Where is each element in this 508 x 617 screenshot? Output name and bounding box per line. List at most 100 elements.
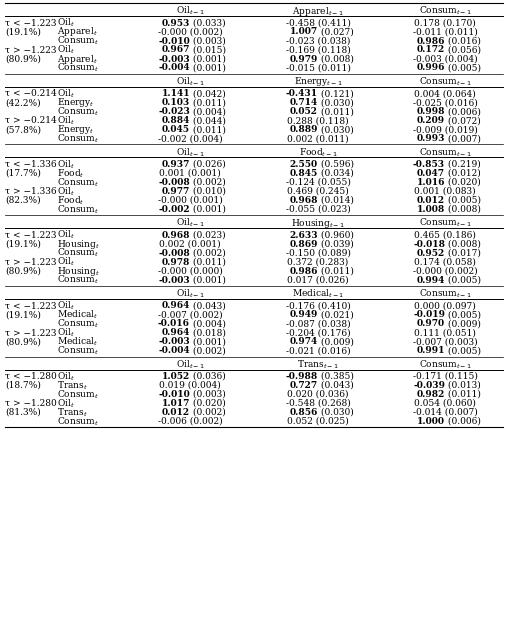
Text: Trans$_t$: Trans$_t$ bbox=[57, 406, 88, 419]
Text: Oil$_{t-1}$: Oil$_{t-1}$ bbox=[176, 358, 204, 371]
Text: (82.3%): (82.3%) bbox=[5, 196, 41, 205]
Text: Energy$_{t-1}$: Energy$_{t-1}$ bbox=[294, 75, 342, 88]
Text: (0.042): (0.042) bbox=[190, 89, 226, 98]
Text: Medical$_{t-1}$: Medical$_{t-1}$ bbox=[292, 288, 344, 300]
Text: -0.055 (0.023): -0.055 (0.023) bbox=[285, 205, 351, 214]
Text: (0.005): (0.005) bbox=[445, 276, 481, 284]
Text: (0.001): (0.001) bbox=[190, 276, 226, 284]
Text: (0.039): (0.039) bbox=[318, 239, 354, 249]
Text: 0.001 (0.001): 0.001 (0.001) bbox=[159, 169, 221, 178]
Text: 0.111 (0.051): 0.111 (0.051) bbox=[414, 328, 476, 337]
Text: -0.016: -0.016 bbox=[158, 320, 190, 328]
Text: (0.004): (0.004) bbox=[190, 107, 226, 116]
Text: 0.052: 0.052 bbox=[290, 107, 318, 116]
Text: 0.889: 0.889 bbox=[290, 125, 318, 135]
Text: 2.550: 2.550 bbox=[290, 160, 318, 169]
Text: Oil$_t$: Oil$_t$ bbox=[57, 229, 75, 241]
Text: (0.043): (0.043) bbox=[318, 381, 354, 390]
Text: 0.372 (0.283): 0.372 (0.283) bbox=[288, 258, 348, 267]
Text: (0.005): (0.005) bbox=[445, 346, 481, 355]
Text: Consum$_{t-1}$: Consum$_{t-1}$ bbox=[419, 5, 471, 17]
Text: -0.004: -0.004 bbox=[158, 64, 190, 73]
Text: (0.011): (0.011) bbox=[318, 107, 354, 116]
Text: 0.996: 0.996 bbox=[417, 64, 445, 73]
Text: Oil$_{t-1}$: Oil$_{t-1}$ bbox=[176, 217, 204, 230]
Text: Consum$_t$: Consum$_t$ bbox=[57, 318, 99, 330]
Text: Consum$_{t-1}$: Consum$_{t-1}$ bbox=[419, 288, 471, 300]
Text: Trans$_t$: Trans$_t$ bbox=[57, 379, 88, 392]
Text: (0.011): (0.011) bbox=[445, 390, 481, 399]
Text: -0.176 (0.410): -0.176 (0.410) bbox=[285, 301, 351, 310]
Text: 0.178 (0.170): 0.178 (0.170) bbox=[414, 19, 476, 28]
Text: 0.019 (0.004): 0.019 (0.004) bbox=[159, 381, 221, 390]
Text: -0.019: -0.019 bbox=[413, 310, 445, 320]
Text: Oil$_{t-1}$: Oil$_{t-1}$ bbox=[176, 75, 204, 88]
Text: (0.001): (0.001) bbox=[190, 54, 226, 64]
Text: Oil$_t$: Oil$_t$ bbox=[57, 326, 75, 339]
Text: Consum$_t$: Consum$_t$ bbox=[57, 35, 99, 48]
Text: (19.1%): (19.1%) bbox=[5, 239, 41, 249]
Text: (0.023): (0.023) bbox=[190, 231, 226, 239]
Text: (0.027): (0.027) bbox=[318, 28, 354, 36]
Text: Oil$_t$: Oil$_t$ bbox=[57, 370, 75, 383]
Text: Oil$_t$: Oil$_t$ bbox=[57, 114, 75, 127]
Text: 0.103: 0.103 bbox=[162, 98, 190, 107]
Text: 0.937: 0.937 bbox=[162, 160, 190, 169]
Text: -0.002: -0.002 bbox=[158, 205, 190, 214]
Text: (0.121): (0.121) bbox=[318, 89, 354, 98]
Text: (0.036): (0.036) bbox=[190, 372, 226, 381]
Text: 0.978: 0.978 bbox=[162, 258, 190, 267]
Text: 0.002 (0.001): 0.002 (0.001) bbox=[159, 239, 221, 249]
Text: (0.017): (0.017) bbox=[445, 249, 481, 258]
Text: 0.845: 0.845 bbox=[290, 169, 318, 178]
Text: -0.853: -0.853 bbox=[413, 160, 445, 169]
Text: 0.045: 0.045 bbox=[162, 125, 190, 135]
Text: -0.011 (0.011): -0.011 (0.011) bbox=[412, 28, 478, 36]
Text: (0.008): (0.008) bbox=[318, 54, 354, 64]
Text: (0.030): (0.030) bbox=[318, 125, 354, 135]
Text: Consum$_t$: Consum$_t$ bbox=[57, 133, 99, 145]
Text: (42.2%): (42.2%) bbox=[5, 98, 41, 107]
Text: -0.015 (0.011): -0.015 (0.011) bbox=[285, 64, 351, 73]
Text: 0.052 (0.025): 0.052 (0.025) bbox=[287, 417, 349, 426]
Text: -0.003 (0.004): -0.003 (0.004) bbox=[412, 54, 478, 64]
Text: -0.087 (0.038): -0.087 (0.038) bbox=[285, 320, 351, 328]
Text: -0.003: -0.003 bbox=[158, 276, 190, 284]
Text: (0.011): (0.011) bbox=[190, 125, 226, 135]
Text: -0.000 (0.002): -0.000 (0.002) bbox=[412, 267, 478, 276]
Text: 0.968: 0.968 bbox=[290, 196, 318, 205]
Text: (0.001): (0.001) bbox=[190, 64, 226, 73]
Text: τ < −0.214: τ < −0.214 bbox=[5, 89, 57, 98]
Text: Oil$_t$: Oil$_t$ bbox=[57, 44, 75, 56]
Text: (80.9%): (80.9%) bbox=[5, 267, 41, 276]
Text: (80.9%): (80.9%) bbox=[5, 337, 41, 346]
Text: 0.017 (0.026): 0.017 (0.026) bbox=[287, 276, 349, 284]
Text: -0.004: -0.004 bbox=[158, 346, 190, 355]
Text: 0.002 (0.011): 0.002 (0.011) bbox=[287, 135, 349, 143]
Text: Oil$_t$: Oil$_t$ bbox=[57, 17, 75, 29]
Text: -0.025 (0.016): -0.025 (0.016) bbox=[412, 98, 478, 107]
Text: 1.017: 1.017 bbox=[162, 399, 190, 408]
Text: (0.002): (0.002) bbox=[190, 249, 226, 258]
Text: (0.004): (0.004) bbox=[190, 320, 226, 328]
Text: Apparel$_{t-1}$: Apparel$_{t-1}$ bbox=[292, 4, 344, 17]
Text: (0.003): (0.003) bbox=[190, 36, 226, 46]
Text: -0.171 (0.115): -0.171 (0.115) bbox=[412, 372, 478, 381]
Text: (0.009): (0.009) bbox=[445, 320, 481, 328]
Text: (0.012): (0.012) bbox=[445, 169, 481, 178]
Text: Consum$_{t-1}$: Consum$_{t-1}$ bbox=[419, 146, 471, 159]
Text: (0.009): (0.009) bbox=[318, 337, 354, 346]
Text: Oil$_{t-1}$: Oil$_{t-1}$ bbox=[176, 5, 204, 17]
Text: Oil$_{t-1}$: Oil$_{t-1}$ bbox=[176, 288, 204, 300]
Text: 0.993: 0.993 bbox=[417, 135, 445, 143]
Text: Oil$_t$: Oil$_t$ bbox=[57, 88, 75, 100]
Text: Consum$_{t-1}$: Consum$_{t-1}$ bbox=[419, 75, 471, 88]
Text: (0.016): (0.016) bbox=[445, 36, 481, 46]
Text: Housing$_t$: Housing$_t$ bbox=[57, 238, 100, 251]
Text: (0.030): (0.030) bbox=[318, 98, 354, 107]
Text: 0.004 (0.064): 0.004 (0.064) bbox=[414, 89, 476, 98]
Text: (0.002): (0.002) bbox=[190, 408, 226, 417]
Text: (0.001): (0.001) bbox=[190, 337, 226, 346]
Text: 0.964: 0.964 bbox=[162, 328, 190, 337]
Text: 0.994: 0.994 bbox=[417, 276, 445, 284]
